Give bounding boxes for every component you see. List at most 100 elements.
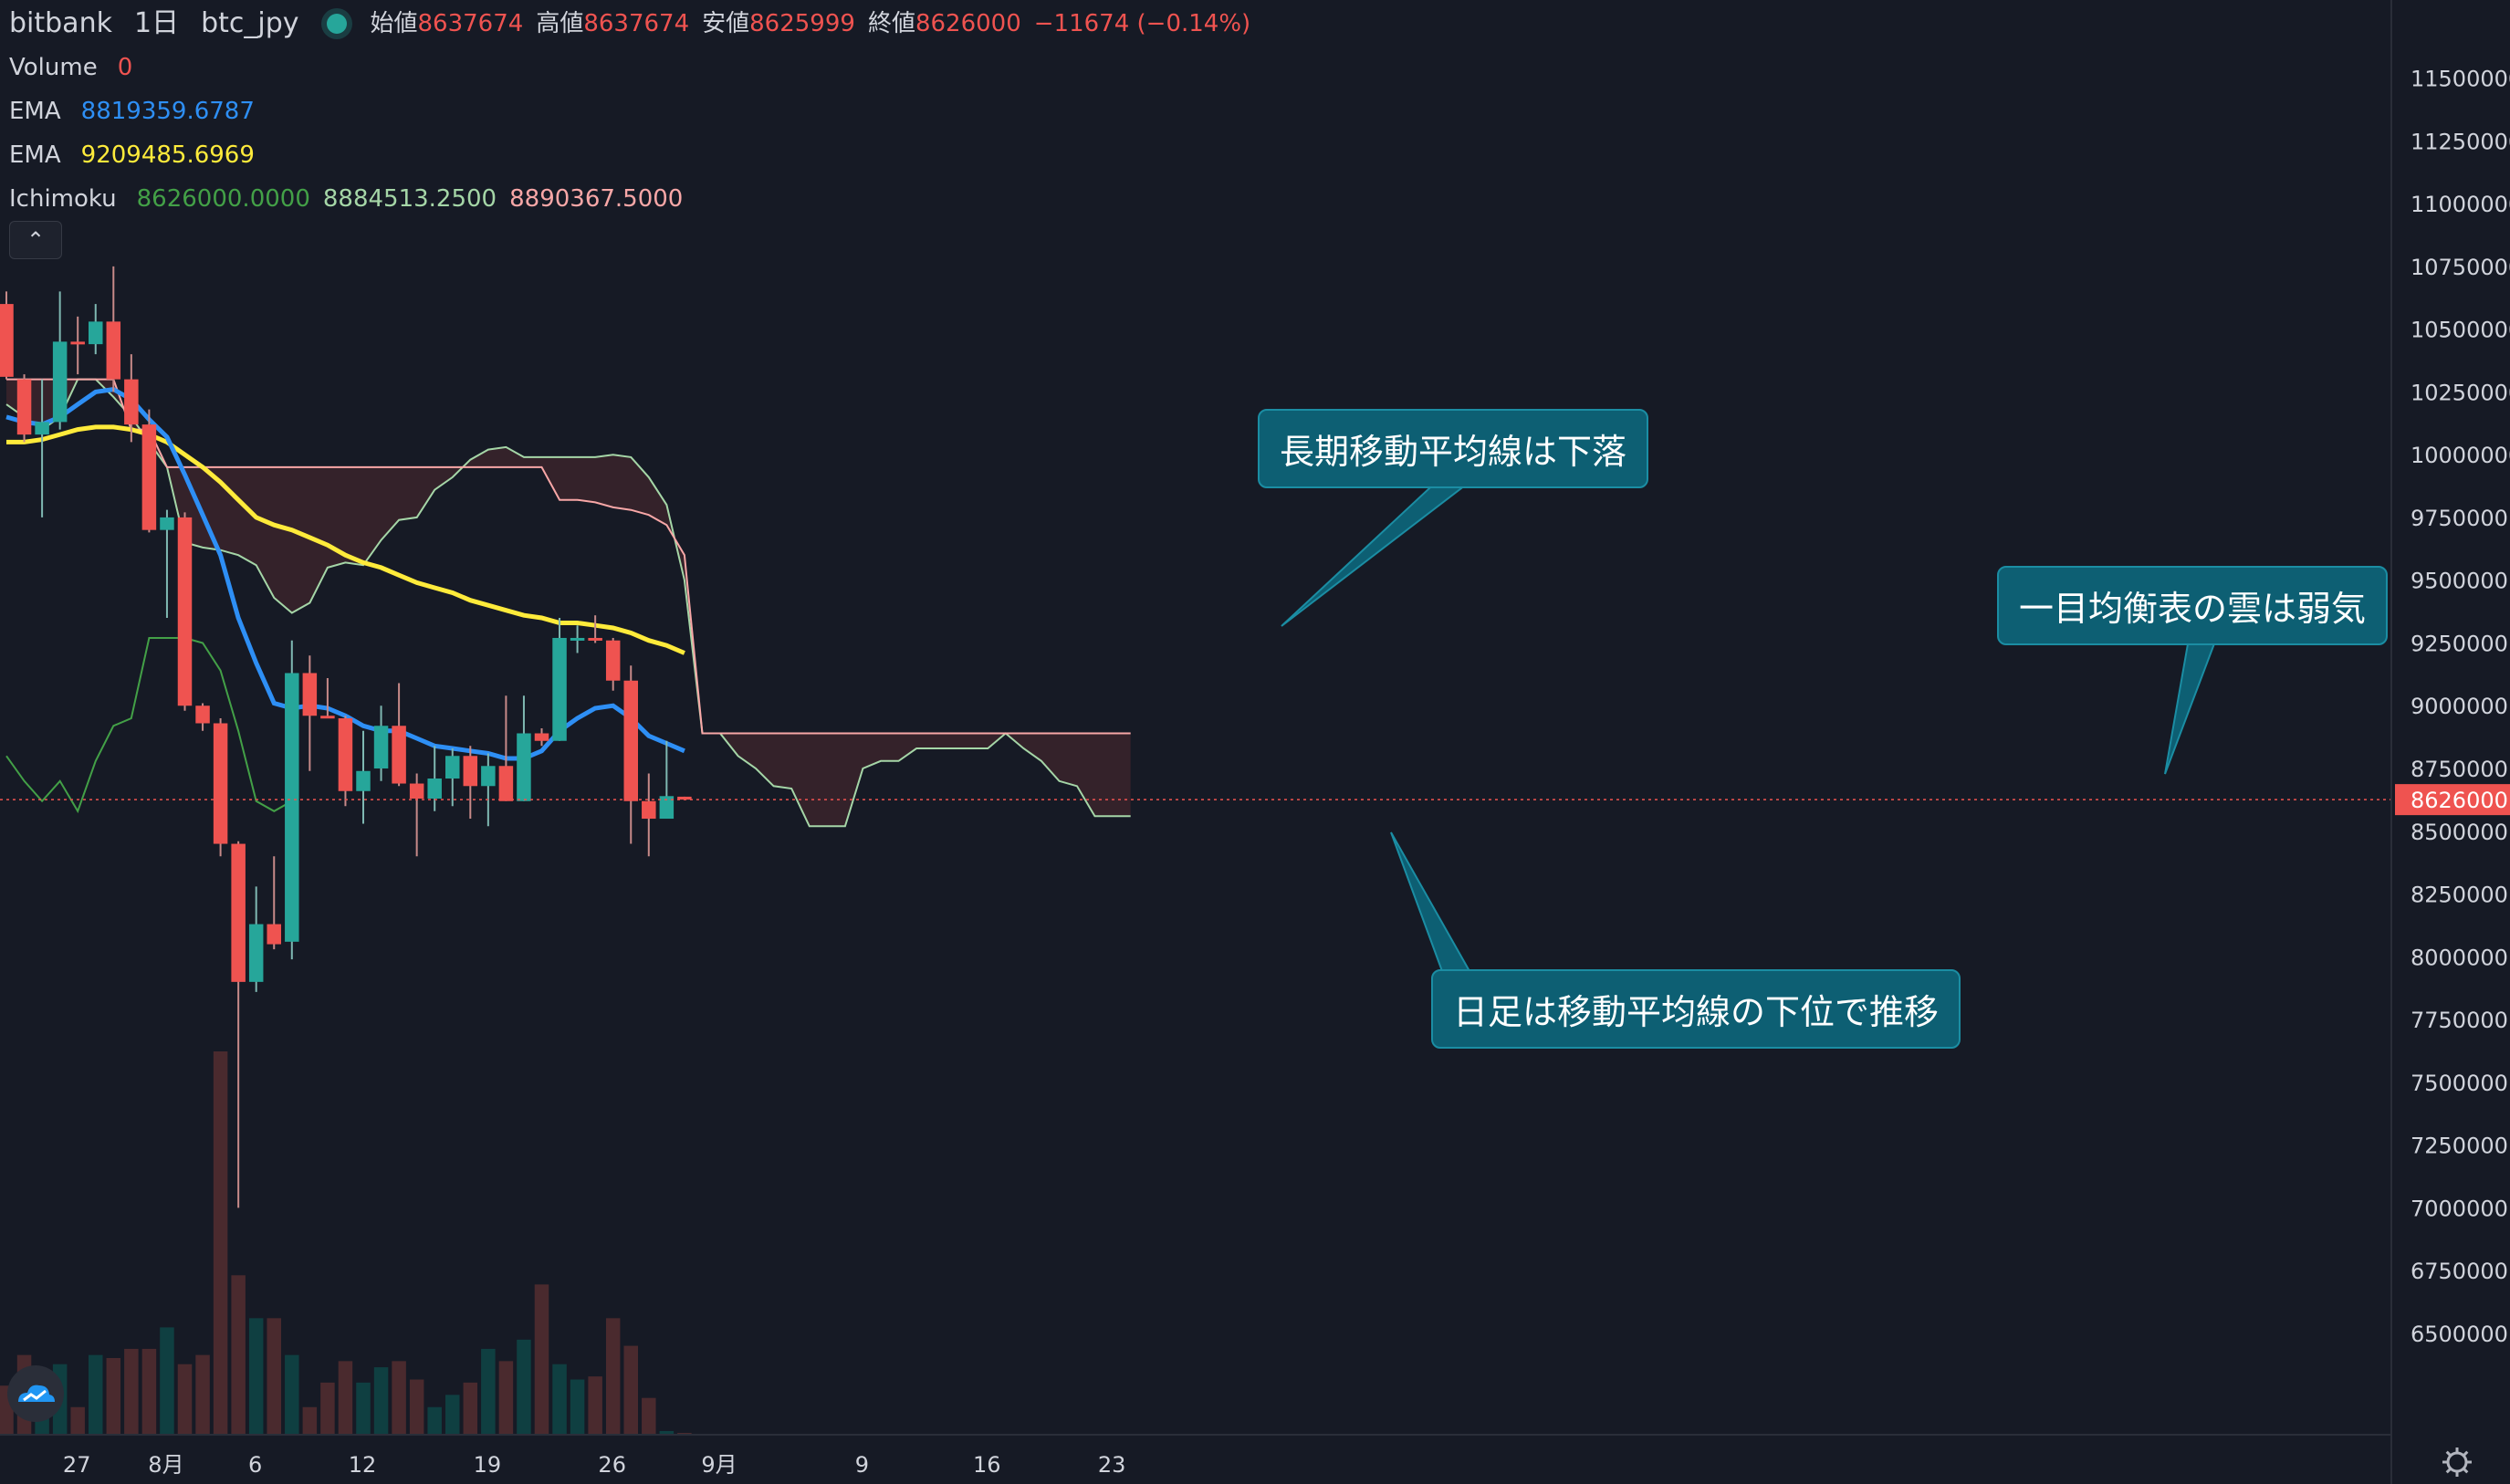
volume-bar [498,1361,514,1435]
candle-body [124,379,139,425]
candle-body [427,779,442,799]
chikou-span-line [5,637,293,814]
volume-bar [231,1275,246,1435]
candle [463,746,478,820]
time-tick-label: 27 [63,1452,91,1478]
price-tick-label: 11500000 [2411,67,2510,92]
candle-body [481,766,496,787]
candle [89,304,103,355]
low-value: 8625999 [749,10,855,37]
candle [141,409,157,533]
ema-short-line [5,387,685,761]
volume-bar [427,1406,442,1435]
price-tick-label: 11250000 [2411,129,2510,154]
logo-badge[interactable] [7,1365,64,1422]
candle-body [373,726,389,769]
price-tick-label: 10500000 [2411,318,2510,343]
ichimoku-row[interactable]: Ichimoku 8626000.0000 8884513.2500 88903… [9,177,1250,221]
candle-body [517,733,531,801]
candle [445,748,460,807]
ema-short-label: EMA [9,98,61,125]
callout-daily: 日足は移動平均線の下位で推移 [1431,969,1961,1049]
candle-body [605,640,621,681]
price-tick-label: 6750000 [2411,1259,2508,1284]
candle-body [552,637,567,741]
time-tick-label: 9 [855,1452,869,1478]
exchange-name[interactable]: bitbank [9,7,112,39]
price-tick-label: 8250000 [2411,883,2508,908]
volume-bar [141,1348,157,1435]
candle [70,316,85,375]
candle-body [392,726,406,784]
time-axis[interactable]: 27 8月 6 12 19 26 9月 9 16 23 [0,1434,2391,1478]
price-tick-label: 6500000 [2411,1322,2508,1347]
ema-long-value: 9209485.6969 [80,141,255,169]
volume-bar [623,1345,638,1435]
candle [52,291,68,430]
gear-tooth [2463,1450,2469,1457]
candle [392,683,406,787]
candle-body [248,924,264,982]
open-value: 8637674 [417,10,524,37]
chevron-up-icon: ⌃ [26,227,46,253]
senkou-span-a-line [5,378,1131,828]
candle-body [267,924,281,945]
low-label: 安値 [702,10,750,37]
ema-long-row[interactable]: EMA 9209485.6969 [9,133,1250,177]
change-value: −11674 (−0.14%) [1033,10,1251,37]
candle-body [70,341,85,345]
volume-bar [70,1406,85,1435]
volume-bar [177,1364,193,1435]
candle-body [642,800,656,820]
settings-gear-icon[interactable] [2442,1447,2472,1477]
price-tick-label: 9000000 [2411,694,2508,719]
candle-body [445,756,460,779]
candle-body [338,718,353,791]
candle [106,266,121,392]
candle [373,705,389,781]
volume-bar [445,1395,460,1435]
candle [356,730,371,824]
candle [0,291,14,380]
gear-tooth [2445,1468,2452,1474]
time-tick-label: 19 [474,1452,502,1478]
candle-body [302,673,318,716]
price-axis-bg [2391,0,2510,1484]
last-price-tag [2395,784,2510,816]
volume-bar [481,1348,496,1435]
price-tick-label: 9250000 [2411,631,2508,656]
volume-bar [373,1367,389,1435]
ichimoku-value-3: 8890367.5000 [509,185,684,213]
candle-body [285,673,299,942]
candle-body [463,756,478,787]
candle-body [0,304,14,377]
interval[interactable]: 1日 [133,7,180,39]
candle-body [160,517,174,530]
candle [320,677,335,719]
price-tick-label: 7500000 [2411,1071,2508,1096]
candle [213,718,228,857]
candle-body [320,716,335,719]
candle [588,615,602,643]
collapse-legend-button[interactable]: ⌃ [9,221,62,259]
volume-bar [267,1318,281,1435]
open-label: 始値 [370,10,418,37]
price-axis[interactable]: 11500000 11250000 11000000 10750000 10500000… [2390,0,2510,1484]
candle-body [89,321,103,345]
candle-body [409,783,424,799]
candle-body [141,424,157,530]
price-tick-label: 7000000 [2411,1196,2508,1221]
ema-long-line [6,424,685,655]
volume-value: 0 [117,54,133,81]
volume-label: Volume [9,54,98,81]
volume-bar [517,1339,531,1435]
candle [659,740,675,820]
candle-body [623,680,638,801]
candle [35,379,49,517]
volume-row[interactable]: Volume 0 [9,46,1250,89]
symbol-name[interactable]: btc_jpy [201,7,299,39]
indicator-lines [5,387,685,814]
candle [177,512,193,711]
ema-short-row[interactable]: EMA 8819359.6787 [9,89,1250,133]
